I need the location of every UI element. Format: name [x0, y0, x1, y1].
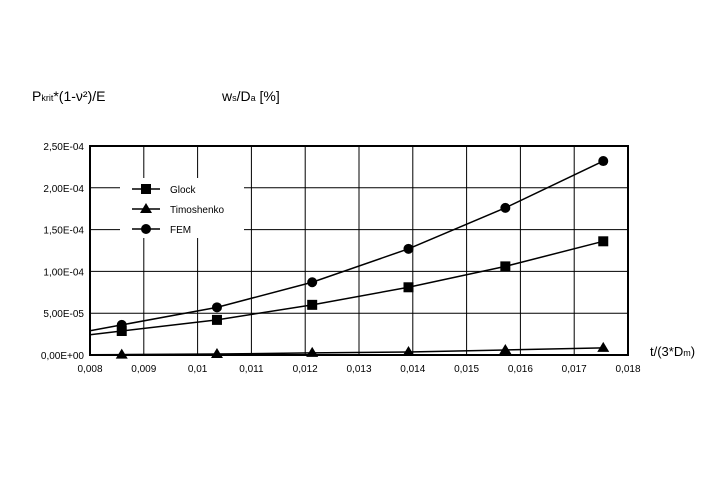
- data-point-fem: [116, 319, 127, 330]
- legend-marker-fem: [141, 224, 151, 234]
- data-point-glock: [598, 236, 609, 247]
- label2-main: w: [222, 88, 233, 104]
- data-point-timoshenko: [306, 346, 319, 357]
- data-point-timoshenko: [210, 347, 223, 358]
- y-axis-label: Pkrit*(1-ν²)/E: [32, 88, 105, 104]
- data-point-glock: [500, 261, 511, 272]
- x-label-main: t/(3*D: [650, 344, 684, 359]
- x-tick-label: 0,008: [77, 364, 102, 375]
- x-tick-label: 0,01: [188, 364, 208, 375]
- plot-frame: [89, 145, 629, 356]
- x-tick-label: 0,014: [400, 364, 425, 375]
- legend-marker-glock: [141, 184, 151, 194]
- y-label-rest: *(1-ν²)/E: [53, 88, 106, 104]
- secondary-label: ws/Da [%]: [222, 88, 280, 104]
- y-tick-label: 1,50E-04: [43, 226, 84, 237]
- legend-label: Glock: [170, 185, 197, 196]
- label2-mid: /D: [236, 88, 251, 104]
- label2-sub: s: [232, 93, 237, 103]
- x-tick-label: 0,013: [346, 364, 371, 375]
- x-tick-label: 0,018: [615, 364, 640, 375]
- x-tick-label: 0,017: [562, 364, 587, 375]
- data-point-timoshenko: [402, 345, 415, 356]
- x-tick-label: 0,011: [239, 364, 264, 375]
- x-axis-label: t/(3*Dm): [650, 344, 695, 359]
- y-tick-label: 2,00E-04: [43, 184, 84, 195]
- x-tick-label: 0,009: [131, 364, 156, 375]
- data-point-glock: [211, 314, 222, 325]
- x-tick-label: 0,015: [454, 364, 479, 375]
- data-point-timoshenko: [597, 341, 610, 352]
- data-point-timoshenko: [499, 343, 512, 354]
- x-label-rest: ): [690, 344, 696, 359]
- y-label-main: P: [32, 88, 42, 104]
- data-point-glock: [403, 282, 414, 293]
- label2-sub2: a: [250, 93, 256, 103]
- y-tick-label: 1,00E-04: [43, 267, 84, 278]
- data-point-timoshenko: [115, 348, 128, 359]
- x-tick-label: 0,016: [508, 364, 533, 375]
- y-label-sub: krit: [41, 93, 54, 103]
- data-point-fem: [307, 277, 318, 288]
- series-line-timoshenko: [89, 347, 604, 356]
- legend-label: Timoshenko: [170, 205, 225, 216]
- legend-marker-timoshenko: [140, 203, 152, 213]
- data-point-fem: [211, 302, 222, 313]
- series-line-glock: [89, 240, 604, 336]
- label2-rest: [%]: [255, 88, 280, 104]
- data-point-glock: [307, 299, 318, 310]
- x-tick-label: 0,012: [293, 364, 318, 375]
- x-label-sub: m: [683, 348, 691, 358]
- legend-box: [120, 178, 244, 238]
- y-tick-label: 5,00E-05: [43, 309, 84, 320]
- data-point-fem: [403, 243, 414, 254]
- legend-label: FEM: [170, 225, 191, 236]
- y-tick-label: 2,50E-04: [43, 142, 84, 153]
- data-point-fem: [500, 202, 511, 213]
- data-point-fem: [598, 156, 609, 167]
- data-point-glock: [116, 326, 127, 337]
- y-tick-label: 0,00E+00: [41, 351, 85, 362]
